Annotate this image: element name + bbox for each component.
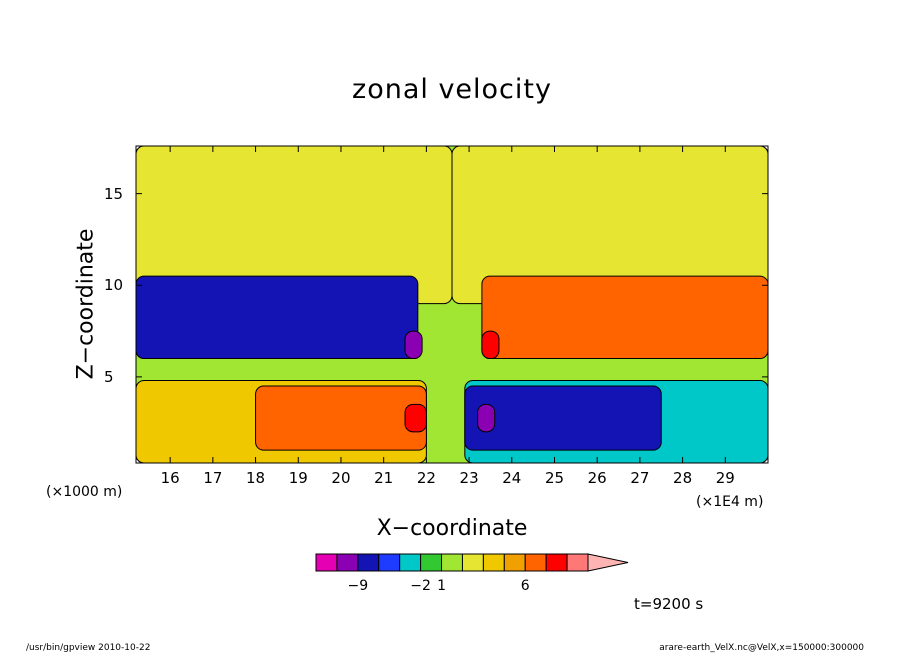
x-tick-label: 23 [459, 469, 479, 487]
colorbar-segment-4 [399, 553, 422, 572]
contour-region-7 [255, 385, 427, 451]
x-tick-label: 17 [203, 469, 223, 487]
footer-right: arare-earth_VelX.nc@VelX,x=150000:300000 [659, 643, 864, 653]
contour-region-9 [404, 403, 427, 433]
x-axis-label: X−coordinate [376, 516, 528, 541]
chart-title: zonal velocity [352, 74, 552, 105]
colorbar-segment-7 [461, 553, 484, 572]
x-tick-label: 22 [416, 469, 436, 487]
x-tick-label: 27 [630, 469, 650, 487]
x-unit-left: (×1000 m) [46, 484, 123, 500]
colorbar-segment-12 [566, 553, 589, 572]
y-tick-label: 10 [104, 276, 124, 295]
colorbar-segment-0 [315, 553, 338, 572]
colorbar-segment-10 [524, 553, 547, 572]
x-unit-right: (×1E4 m) [696, 494, 764, 510]
x-tick-label: 21 [374, 469, 394, 487]
colorbar-label: 6 [520, 578, 530, 594]
y-tick-label: 15 [104, 184, 124, 203]
x-tick-label: 28 [673, 469, 693, 487]
colorbar-segment-3 [378, 553, 401, 572]
x-tick-label: 18 [246, 469, 266, 487]
x-tick-label: 24 [502, 469, 522, 487]
contour-region-8 [464, 385, 662, 451]
colorbar-segment-1 [336, 553, 359, 572]
contour-region-4 [481, 275, 769, 360]
colorbar-segment-2 [357, 553, 380, 572]
colorbar-segment-11 [545, 553, 568, 572]
time-label: t=9200 s [634, 595, 704, 613]
colorbar-segment-6 [441, 553, 463, 572]
colorbar-segment-9 [503, 553, 526, 572]
contour-region-10 [477, 403, 496, 433]
x-tick-label: 26 [587, 469, 607, 487]
y-tick-label: 5 [104, 367, 114, 386]
x-tick-label: 19 [288, 469, 308, 487]
contour-region-3 [135, 275, 419, 360]
colorbar-segment-5 [420, 553, 443, 572]
plot-frame [135, 145, 769, 464]
colorbar-label: −9 [347, 578, 369, 594]
x-tick-label: 16 [160, 469, 180, 487]
colorbar-segment-8 [482, 553, 505, 572]
colorbar-label: 1 [437, 578, 446, 594]
colorbar-label: −2 [410, 578, 431, 594]
contour-region-12 [481, 330, 500, 360]
footer-left: /usr/bin/gpview 2010-10-22 [26, 643, 151, 653]
x-tick-label: 25 [544, 469, 565, 487]
x-tick-label: 20 [331, 469, 351, 487]
colorbar-arrow [587, 553, 629, 572]
contour-region-11 [404, 330, 423, 360]
x-tick-label: 29 [715, 469, 735, 487]
